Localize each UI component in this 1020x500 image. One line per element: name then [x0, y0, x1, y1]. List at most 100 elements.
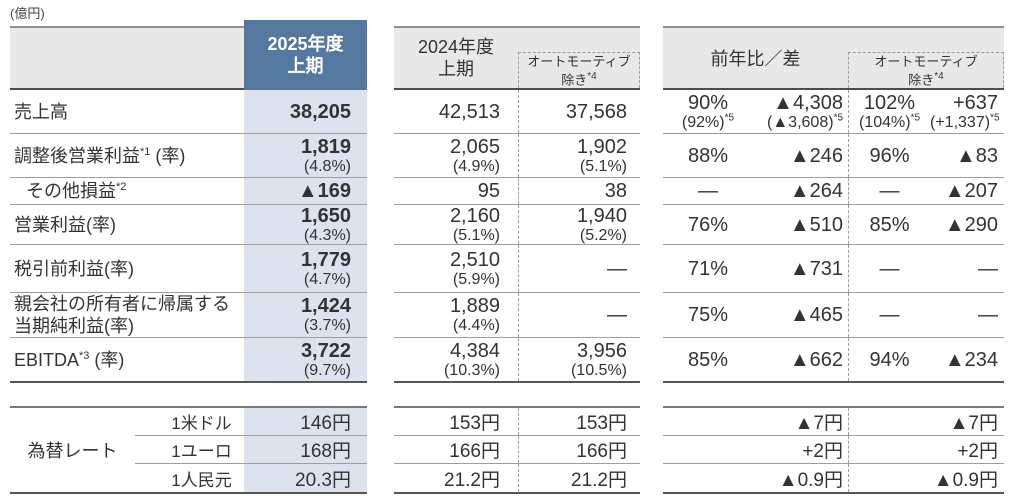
value-text: ▲169: [297, 180, 351, 202]
fx-eur-yoy-diff: +2円: [802, 441, 843, 462]
value-text: ▲662: [789, 348, 843, 371]
value-text: 4,384: [449, 339, 500, 362]
cell-adjusted-operating-profit-fy2024-ex-auto: 1,902 (5.1%): [518, 134, 640, 177]
value-text: 1,889: [449, 295, 500, 317]
header-blank: [10, 26, 244, 90]
row-label-text: 売上高: [14, 101, 68, 122]
value-text: 102%: [863, 91, 916, 114]
cell-other-income-loss-yoy-diff: ▲264: [753, 178, 848, 204]
cell-profit-attributable-to-owners-yoy-diff: ▲465: [753, 293, 848, 337]
cell-adjusted-operating-profit-yoy-ex-diff: ▲83: [930, 134, 1004, 177]
fx-usd-fy2024: 153円: [449, 413, 500, 434]
fx-cny-fy2024-ex-auto: 21.2円: [518, 464, 640, 492]
cell-other-income-loss-yoy-ratio: —: [663, 178, 753, 204]
row-other-income-loss-fy2024: 95 38: [394, 178, 640, 205]
fx-table-fy2025: 為替レート 1米ドル 146円 1ユーロ 168円 1人民元 20.3円: [10, 406, 367, 494]
value-text: 88%: [687, 144, 729, 167]
cell-profit-attributable-to-owners-fy2024: 1,889 (4.4%): [394, 293, 518, 337]
value-text: 71%: [687, 257, 729, 280]
row-ebitda: EBITDA*3 (率) 3,722 (9.7%): [10, 338, 367, 381]
cell-profit-attributable-to-owners-yoy-ex-diff: —: [930, 293, 1004, 337]
sub-value-text: (9.7%): [303, 361, 351, 379]
value-text: ▲207: [944, 180, 998, 202]
fx-currency-eur: 1ユーロ: [135, 436, 244, 464]
value-text: —: [879, 257, 900, 280]
sub-value-text: (3.7%): [303, 317, 351, 334]
fx-fy2025-rows: 為替レート 1米ドル 146円 1ユーロ 168円 1人民元 20.3円: [10, 408, 367, 492]
row-label-text: その他損益*2: [26, 181, 127, 201]
cell-profit-before-tax-yoy-diff: ▲731: [753, 245, 848, 292]
ex-auto-line2: 除き*4: [561, 70, 597, 88]
row-adjusted-operating-profit-yoy: 88% ▲246 96% ▲83: [663, 134, 1004, 178]
header-fy2025-line1: 2025年度: [267, 34, 344, 54]
row-label-adjusted-operating-profit: 調整後営業利益*1 (率): [10, 134, 244, 177]
cell-adjusted-operating-profit-yoy-ex-ratio: 96%: [848, 134, 930, 177]
value-text: 85%: [687, 348, 729, 371]
value-text: ▲246: [789, 144, 843, 167]
cell-net-sales-yoy-ratio: 90% (92%)*5: [663, 90, 753, 133]
ex-auto-line2: 除き*4: [908, 70, 944, 88]
row-ebitda-fy2024: 4,384 (10.3%) 3,956 (10.5%): [394, 338, 640, 381]
cell-other-income-loss-yoy-ex-diff: ▲207: [930, 178, 1004, 204]
value-text: ▲264: [789, 180, 843, 202]
sub-value-text: (4.9%): [452, 157, 500, 175]
value-text: —: [607, 257, 627, 280]
cell-operating-profit-yoy-ratio: 76%: [663, 205, 753, 244]
cell-profit-before-tax-yoy-ratio: 71%: [663, 245, 753, 292]
cell-ebitda-fy2024: 4,384 (10.3%): [394, 338, 518, 381]
cell-operating-profit-yoy-ex-diff: ▲290: [930, 205, 1004, 244]
value-text: ▲510: [789, 213, 843, 236]
sub-value-text: (4.3%): [303, 226, 351, 244]
row-label-text: 調整後営業利益*1 (率): [14, 145, 186, 166]
sub-value-text: (4.8%): [303, 157, 351, 175]
cell-net-sales-yoy-ex-diff: +637 (+1,337)*5: [930, 90, 1004, 133]
fx-usd-fy2024-ex-auto: 153円: [518, 408, 640, 435]
fx-cny-yoy-ex-diff: ▲0.9円: [933, 469, 998, 491]
cell-net-sales-yoy-diff: ▲4,308 (▲3,608)*5: [753, 90, 848, 133]
row-profit-attributable-to-owners: 親会社の所有者に帰属する 当期純利益(率) 1,424 (3.7%): [10, 293, 367, 338]
cell-other-income-loss-fy2025: ▲169: [244, 178, 367, 204]
sub-value-text: (4.4%): [452, 317, 500, 334]
sub-value-text: (104%)*5: [858, 112, 921, 131]
fx-usd-fy2025: 146円: [244, 408, 367, 436]
row-operating-profit-fy2024: 2,160 (5.1%) 1,940 (5.2%): [394, 205, 640, 245]
fx-row-eur-fy2024: 166円 166円: [394, 436, 640, 464]
cell-ebitda-yoy-ex-diff: ▲234: [930, 338, 1004, 381]
cell-ebitda-yoy-diff: ▲662: [753, 338, 848, 381]
fx-eur-fy2025: 168円: [244, 436, 367, 464]
cell-other-income-loss-yoy-ex-ratio: —: [848, 178, 930, 204]
header-yoy: 前年比／差: [710, 49, 801, 69]
fx-table-yoy: ▲7円 ▲7円 +2円 +2円 ▲0.9円 ▲0.9円: [663, 406, 1004, 494]
cell-profit-before-tax-fy2025: 1,779 (4.7%): [244, 245, 367, 292]
value-text: 94%: [869, 348, 910, 371]
fx-row-eur: 1ユーロ 168円: [10, 436, 367, 464]
value-text: —: [879, 304, 900, 326]
fx-group-label: 為替レート: [27, 441, 118, 461]
fx-row-usd: 1米ドル 146円: [10, 408, 367, 436]
row-label-operating-profit: 営業利益(率): [10, 205, 244, 244]
value-text: 96%: [869, 144, 910, 167]
value-text: 1,819: [300, 135, 351, 158]
row-label-net-sales: 売上高: [10, 90, 244, 133]
header-fy2024-group: 2024年度 上期 オートモーティブ 除き*4: [394, 26, 640, 90]
fx-usd-yoy-ex-diff: ▲7円: [949, 413, 998, 434]
fx-row-cny-yoy: ▲0.9円 ▲0.9円: [663, 464, 1004, 492]
header-fy2024-line2: 上期: [438, 59, 474, 79]
value-text: 1,650: [300, 204, 351, 227]
value-text: 90%: [687, 91, 729, 114]
header-yoy-ex-automotive: オートモーティブ 除き*4: [848, 52, 1004, 88]
header-fy2024: 2024年度 上期: [394, 28, 518, 88]
fx-eur-fy2024: 166円: [449, 441, 500, 462]
row-label-line2: 当期純利益(率): [14, 316, 134, 336]
cell-profit-before-tax-fy2024: 2,510 (5.9%): [394, 245, 518, 292]
value-text: ▲731: [789, 257, 843, 280]
value-text: 2,510: [449, 248, 500, 271]
row-adjusted-operating-profit-fy2024: 2,065 (4.9%) 1,902 (5.1%): [394, 134, 640, 178]
row-net-sales: 売上高 38,205: [10, 90, 367, 134]
row-profit-before-tax-yoy: 71% ▲731 — —: [663, 245, 1004, 293]
value-text: 1,424: [300, 295, 351, 317]
cell-ebitda-fy2025: 3,722 (9.7%): [244, 338, 367, 381]
cell-profit-attributable-to-owners-yoy-ex-ratio: —: [848, 293, 930, 337]
row-label-ebitda: EBITDA*3 (率): [10, 338, 244, 381]
value-text: 1,940: [576, 204, 627, 227]
